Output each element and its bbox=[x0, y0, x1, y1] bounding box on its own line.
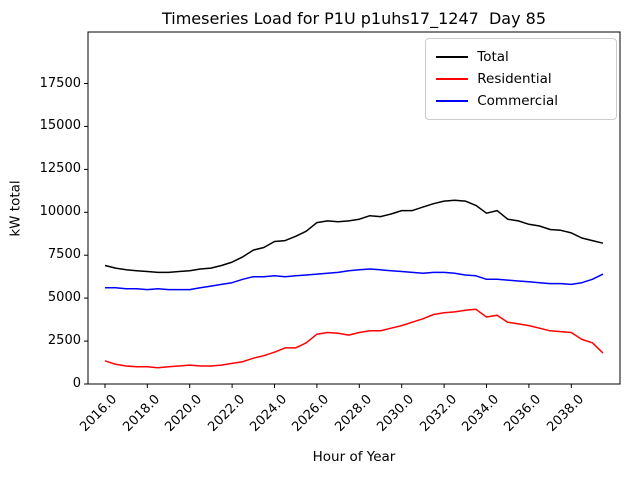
y-tick-label: 10000 bbox=[39, 204, 81, 220]
axes-spines bbox=[87, 31, 621, 385]
legend-label-total: Total bbox=[477, 49, 509, 65]
legend: Total Residential Commercial bbox=[425, 38, 617, 120]
series-line-commercial bbox=[105, 268, 604, 291]
y-tick-label: 15000 bbox=[39, 118, 81, 134]
y-tick-label: 7500 bbox=[47, 247, 81, 263]
y-tick-label: 12500 bbox=[39, 161, 81, 177]
legend-entry-total: Total bbox=[436, 46, 606, 68]
legend-label-commercial: Commercial bbox=[477, 93, 558, 109]
legend-label-residential: Residential bbox=[477, 71, 552, 87]
y-tick-label: 0 bbox=[72, 376, 81, 391]
series-line-total bbox=[104, 199, 604, 274]
legend-line-sample-residential bbox=[436, 78, 469, 80]
y-tick-label: 5000 bbox=[47, 290, 81, 306]
y-tick-label: 2500 bbox=[47, 333, 81, 349]
legend-line-sample-commercial bbox=[436, 100, 469, 102]
x-axis-label: Hour of Year bbox=[312, 449, 396, 465]
legend-entry-residential: Residential bbox=[436, 68, 606, 90]
legend-line-sample-total bbox=[436, 56, 469, 58]
series-line-residential bbox=[104, 308, 604, 369]
y-axis-label: kW total bbox=[7, 180, 24, 237]
y-tick-label: 17500 bbox=[39, 75, 81, 91]
chart-title: Timeseries Load for P1U p1uhs17_1247 Day… bbox=[161, 9, 547, 28]
legend-entry-commercial: Commercial bbox=[436, 90, 606, 112]
